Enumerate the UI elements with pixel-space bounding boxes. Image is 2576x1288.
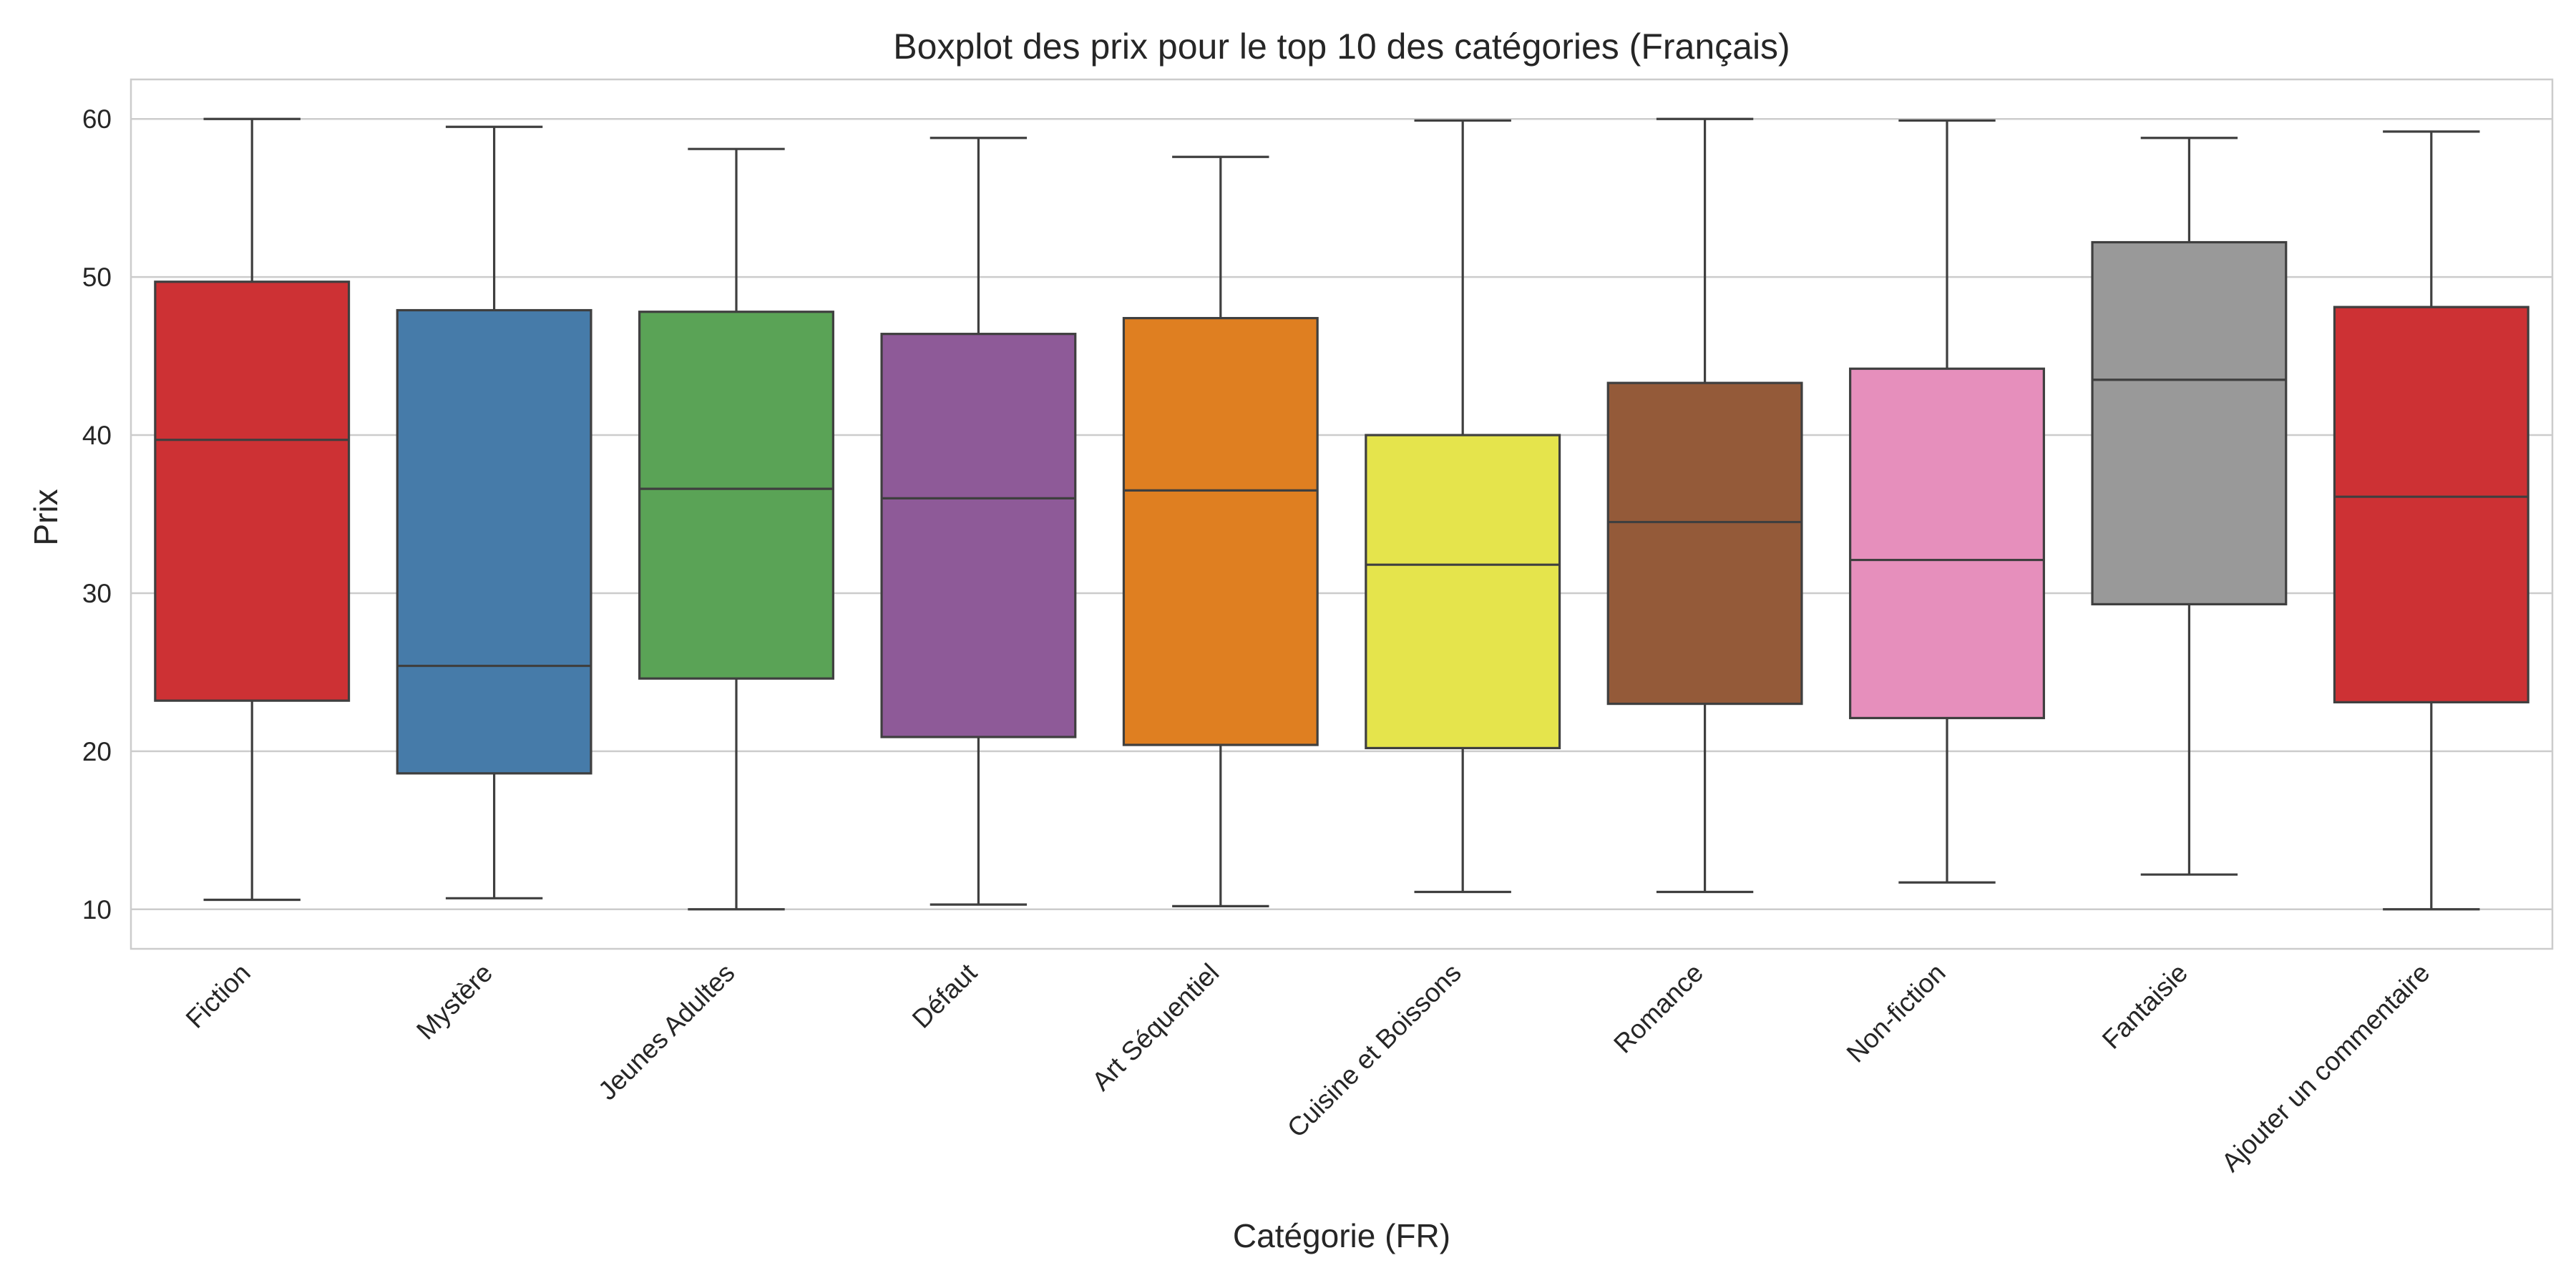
chart-title: Boxplot des prix pour le top 10 des caté…	[893, 26, 1790, 67]
y-tick-labels: 10 20 30 40 50 60	[82, 104, 112, 924]
box-iqr	[1365, 434, 1561, 750]
box-8	[1849, 119, 2045, 884]
y-axis-label: Prix	[27, 489, 64, 545]
box-7	[1606, 117, 1803, 894]
plot-area-frame	[130, 78, 2554, 950]
box-iqr	[638, 311, 834, 680]
box-iqr	[2333, 306, 2529, 703]
box-iqr	[2091, 240, 2288, 606]
y-tick-label: 50	[82, 263, 112, 292]
y-tick-label: 40	[82, 421, 112, 450]
box-iqr	[1122, 316, 1319, 746]
y-tick-label: 30	[82, 579, 112, 608]
boxes	[154, 117, 2529, 911]
y-tick-label: 60	[82, 104, 112, 134]
box-iqr	[880, 333, 1077, 738]
box-4	[880, 137, 1077, 906]
box-iqr	[1849, 367, 2045, 720]
box-10	[2333, 130, 2529, 911]
box-6	[1365, 119, 1561, 894]
x-axis-label: Catégorie (FR)	[1233, 1217, 1450, 1254]
box-iqr	[154, 280, 351, 702]
box-1	[154, 117, 351, 902]
box-5	[1122, 155, 1319, 907]
y-tick-label: 20	[82, 737, 112, 766]
box-2	[396, 125, 592, 899]
box-3	[638, 147, 834, 911]
box-iqr	[396, 308, 592, 775]
box-9	[2091, 137, 2288, 876]
y-tick-label: 10	[82, 895, 112, 924]
box-iqr	[1606, 381, 1803, 706]
